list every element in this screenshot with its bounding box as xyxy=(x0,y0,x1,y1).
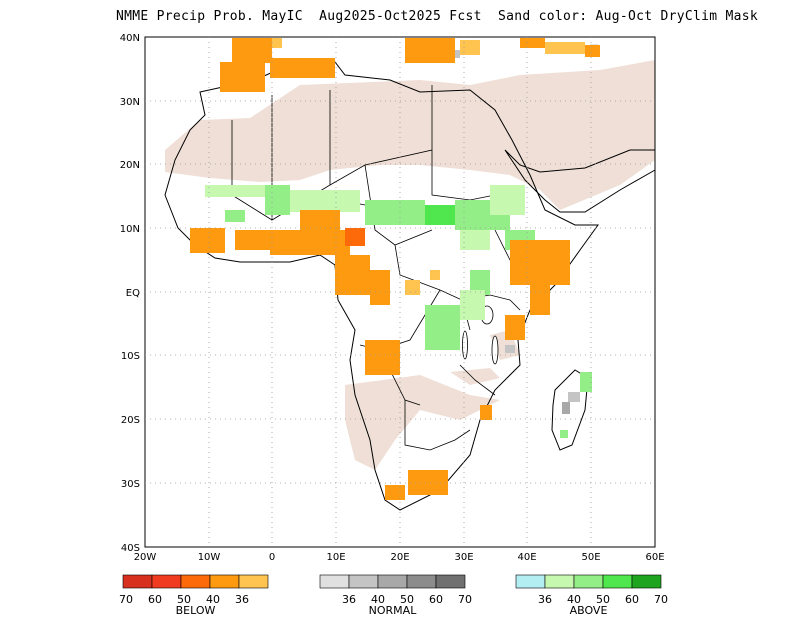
above-legend-swatch xyxy=(515,574,546,589)
below-legend-tick: 36 xyxy=(235,593,249,606)
grid-lines xyxy=(145,37,655,547)
lat-tick-label: 10S xyxy=(121,351,140,362)
lon-tick-label: 50E xyxy=(581,552,600,563)
below-legend-tick: 60 xyxy=(148,593,162,606)
normal-legend-swatch xyxy=(406,574,437,589)
map-title: NMME Precip Prob. MayIC Aug2025-Oct2025 … xyxy=(116,9,759,24)
normal-legend-swatch xyxy=(435,574,466,589)
lat-tick-label: 40S xyxy=(121,543,140,554)
normal-legend-swatch xyxy=(377,574,408,589)
lon-tick-label: 20E xyxy=(390,552,409,563)
above-legend: 36 40 50 60 70 ABOVE xyxy=(515,574,668,617)
above-legend-tick: 50 xyxy=(596,593,610,606)
lat-tick-label: 20S xyxy=(121,415,140,426)
lat-tick-label: 40N xyxy=(120,33,140,44)
lon-tick-label: 20W xyxy=(134,552,157,563)
normal-legend-tick: 70 xyxy=(458,593,472,606)
above-legend-tick: 60 xyxy=(625,593,639,606)
normal-legend-tick: 40 xyxy=(371,593,385,606)
normal-legend-tick: 60 xyxy=(429,593,443,606)
above-legend-swatch xyxy=(602,574,633,589)
normal-legend-label: NORMAL xyxy=(369,604,418,617)
lat-tick-label: 10N xyxy=(120,224,140,235)
lon-tick-label: 60E xyxy=(645,552,664,563)
below-legend-tick: 50 xyxy=(177,593,191,606)
below-normal-layer xyxy=(190,38,600,500)
lon-tick-label: 40E xyxy=(517,552,536,563)
above-legend-label: ABOVE xyxy=(570,604,608,617)
normal-legend-swatch xyxy=(319,574,350,589)
above-legend-tick: 36 xyxy=(538,593,552,606)
below-legend-swatch xyxy=(238,574,269,589)
below-legend-label: BELOW xyxy=(176,604,216,617)
lat-tick-label: EQ xyxy=(126,288,140,299)
below-legend-swatch xyxy=(209,574,240,589)
below-legend-swatch xyxy=(180,574,211,589)
normal-legend-tick: 36 xyxy=(342,593,356,606)
below-legend-tick: 40 xyxy=(206,593,220,606)
normal-legend: 36 40 50 60 70 NORMAL xyxy=(319,574,472,617)
lon-tick-label: 10W xyxy=(198,552,221,563)
above-legend-swatch xyxy=(573,574,604,589)
below-legend-swatch xyxy=(122,574,153,589)
lat-tick-label: 30S xyxy=(121,479,140,490)
lat-tick-label: 20N xyxy=(120,160,140,171)
above-legend-tick: 70 xyxy=(654,593,668,606)
above-legend-tick: 40 xyxy=(567,593,581,606)
lon-tick-label: 0 xyxy=(269,552,275,563)
below-legend: 70 60 50 40 36 BELOW xyxy=(119,574,269,617)
above-normal-layer xyxy=(205,185,592,438)
above-legend-swatch xyxy=(631,574,662,589)
dry-mask-layer xyxy=(165,60,655,470)
below-legend-swatch xyxy=(151,574,182,589)
below-legend-tick: 70 xyxy=(119,593,133,606)
lon-tick-label: 10E xyxy=(326,552,345,563)
lon-tick-label: 30E xyxy=(454,552,473,563)
above-legend-swatch xyxy=(544,574,575,589)
lat-tick-label: 30N xyxy=(120,97,140,108)
normal-legend-swatch xyxy=(348,574,379,589)
normal-legend-tick: 50 xyxy=(400,593,414,606)
